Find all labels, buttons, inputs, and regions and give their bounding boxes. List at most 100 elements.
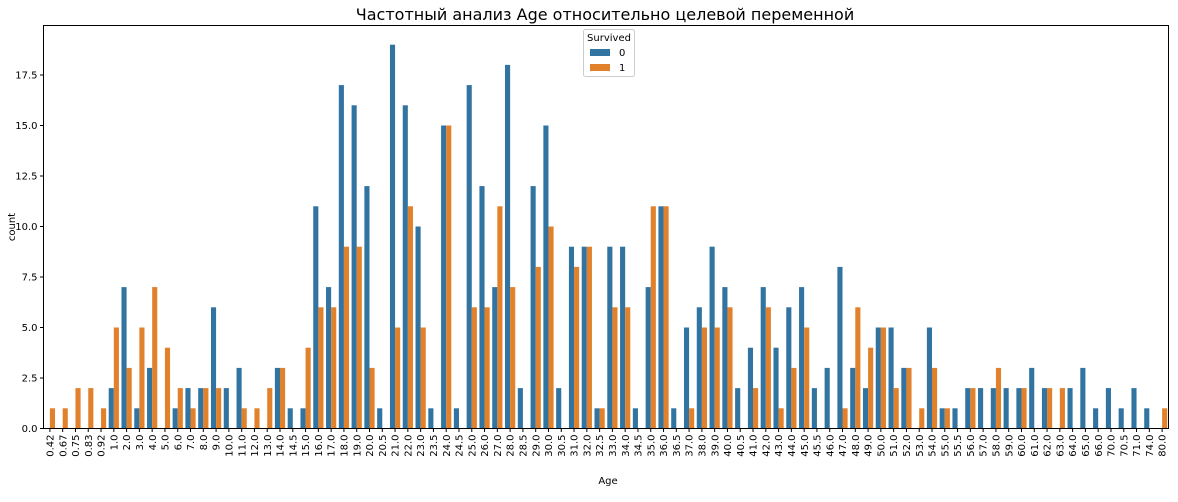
x-tick-label: 46.0 [825, 435, 836, 457]
bar-age-1.0-survived-0 [108, 388, 114, 429]
x-tick-label: 0.92 [97, 435, 108, 457]
bar-age-15.0-survived-1 [305, 347, 311, 429]
bar-age-11.0-survived-0 [236, 367, 242, 429]
bar-age-48.0-survived-0 [850, 367, 856, 429]
bar-age-42.0-survived-0 [760, 287, 766, 429]
x-tick-label: 5.0 [161, 435, 172, 451]
x-tick-label: 43.0 [774, 435, 785, 457]
bar-age-15.0-survived-0 [300, 408, 306, 429]
bar-age-34.0-survived-0 [620, 246, 626, 429]
bar-age-29.0-survived-1 [535, 266, 541, 429]
bar-age-45.0-survived-1 [804, 327, 810, 429]
x-tick-label: 53.0 [915, 435, 926, 457]
bar-age-52.0-survived-1 [906, 367, 912, 429]
legend-title: Survived [587, 33, 631, 44]
bar-age-64.0-survived-0 [1067, 388, 1073, 429]
bar-age-2.0-survived-0 [121, 287, 127, 429]
x-tick-label: 40.5 [736, 435, 747, 457]
x-tick-label: 4.0 [148, 435, 159, 451]
bar-age-23.5-survived-0 [428, 408, 434, 429]
bar-age-36.5-survived-0 [671, 408, 677, 429]
x-tick-label: 14.5 [288, 435, 299, 457]
bar-age-23.0-survived-0 [415, 226, 421, 429]
x-tick-label: 18.0 [340, 435, 351, 457]
bar-age-53.0-survived-1 [919, 408, 925, 429]
bar-age-1.0-survived-1 [113, 327, 119, 429]
bar-age-0.42-survived-1 [49, 408, 56, 429]
x-tick-label: 80.0 [1158, 435, 1169, 457]
bar-age-43.0-survived-1 [778, 408, 784, 429]
bar-age-49.0-survived-0 [862, 388, 869, 429]
bar-age-31.0-survived-1 [574, 266, 580, 429]
x-tick-label: 59.0 [1004, 434, 1015, 456]
x-tick-label: 61.0 [1030, 435, 1041, 457]
x-tick-label: 24.0 [442, 435, 453, 457]
x-tick-label: 19.0 [352, 435, 363, 457]
bar-age-40.0-survived-1 [727, 307, 733, 429]
x-tick-label: 36.0 [659, 435, 670, 457]
bar-age-74.0-survived-0 [1144, 408, 1150, 429]
bar-age-18.0-survived-0 [338, 85, 344, 429]
bar-age-40.0-survived-0 [722, 287, 728, 429]
bar-age-11.0-survived-1 [241, 408, 247, 429]
bar-age-57.0-survived-0 [978, 388, 984, 429]
bar-age-20.0-survived-0 [364, 186, 370, 429]
bar-age-28.0-survived-1 [510, 287, 516, 429]
bar-age-41.0-survived-1 [753, 388, 759, 429]
x-tick-label: 63.0 [1055, 435, 1066, 457]
bar-age-8.0-survived-1 [203, 388, 209, 429]
x-tick-label: 1.0 [109, 435, 120, 451]
bar-age-50.0-survived-0 [875, 327, 881, 429]
bar-age-22.0-survived-0 [402, 105, 408, 429]
bar-age-32.0-survived-1 [586, 246, 592, 429]
bar-age-38.0-survived-1 [701, 327, 707, 429]
x-tick-label: 48.0 [851, 435, 862, 457]
bar-age-47.0-survived-0 [837, 266, 843, 429]
legend-label-1: 1 [619, 63, 625, 74]
x-tick-label: 37.0 [685, 435, 696, 457]
x-tick-label: 20.0 [365, 435, 376, 457]
bar-age-45.0-survived-0 [799, 287, 805, 429]
x-tick-label: 30.5 [557, 435, 568, 457]
bar-age-70.0-survived-0 [1105, 388, 1111, 429]
bar-age-51.0-survived-0 [888, 327, 894, 429]
x-tick-label: 42.0 [761, 435, 772, 457]
x-tick-label: 27.0 [493, 435, 504, 457]
axes-frame [43, 25, 1169, 429]
legend-label-0: 0 [619, 48, 625, 59]
x-axis-label: Age [598, 476, 617, 487]
bar-age-24.0-survived-1 [446, 125, 452, 429]
bar-age-45.5-survived-0 [811, 388, 817, 429]
bar-age-54.0-survived-1 [931, 367, 938, 429]
x-tick-label: 66.0 [1094, 435, 1105, 457]
x-tick-label: 41.0 [749, 435, 760, 457]
bar-age-26.0-survived-1 [484, 307, 490, 429]
x-tick-label: 0.42 [45, 435, 56, 457]
bar-age-3.0-survived-0 [134, 408, 140, 429]
bar-age-58.0-survived-0 [990, 388, 996, 429]
x-tick-label: 14.0 [276, 435, 287, 457]
bar-age-14.0-survived-1 [280, 367, 286, 429]
bar-age-0.83-survived-1 [88, 388, 94, 429]
bar-age-8.0-survived-0 [198, 388, 204, 429]
x-tick-label: 45.5 [813, 435, 824, 457]
x-tick-label: 62.0 [1043, 435, 1054, 457]
bar-age-25.0-survived-1 [471, 307, 477, 429]
bar-age-26.0-survived-0 [479, 186, 485, 429]
bar-age-16.0-survived-0 [313, 206, 319, 429]
x-tick-label: 13.0 [263, 435, 274, 457]
x-tick-label: 12.0 [250, 435, 261, 457]
x-tick-label: 16.0 [314, 435, 325, 457]
x-tick-label: 0.75 [71, 435, 82, 457]
x-tick-label: 10.0 [224, 435, 235, 457]
bar-age-34.0-survived-1 [625, 307, 631, 429]
x-tick-label: 49.0 [864, 435, 875, 457]
bar-age-13.0-survived-1 [267, 388, 273, 429]
x-tick-label: 30.0 [544, 435, 555, 457]
x-tick-label: 70.5 [1119, 435, 1130, 457]
bar-age-9.0-survived-1 [216, 388, 222, 429]
x-tick-label: 8.0 [199, 435, 210, 451]
bar-age-70.5-survived-0 [1118, 408, 1124, 429]
y-axis-label: count [7, 213, 18, 241]
